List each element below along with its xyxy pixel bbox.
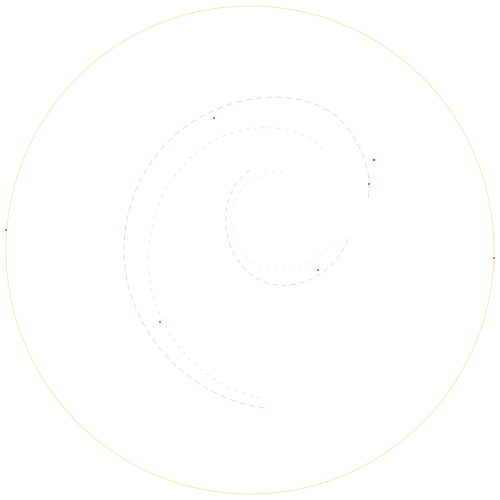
- accent-dot: [213, 117, 215, 119]
- accent-dot: [317, 269, 319, 271]
- accent-dot: [493, 257, 495, 259]
- accent-dot: [368, 183, 370, 185]
- accent-dot: [5, 229, 7, 231]
- swirl-inner-edge: [148, 127, 326, 399]
- swirl-core-inner: [230, 171, 331, 271]
- swirl-core-edge: [225, 169, 349, 286]
- accent-dot: [159, 321, 161, 323]
- swirl-outer-edge: [123, 96, 370, 409]
- outer-ring: [5, 5, 495, 495]
- accent-dot: [372, 158, 376, 162]
